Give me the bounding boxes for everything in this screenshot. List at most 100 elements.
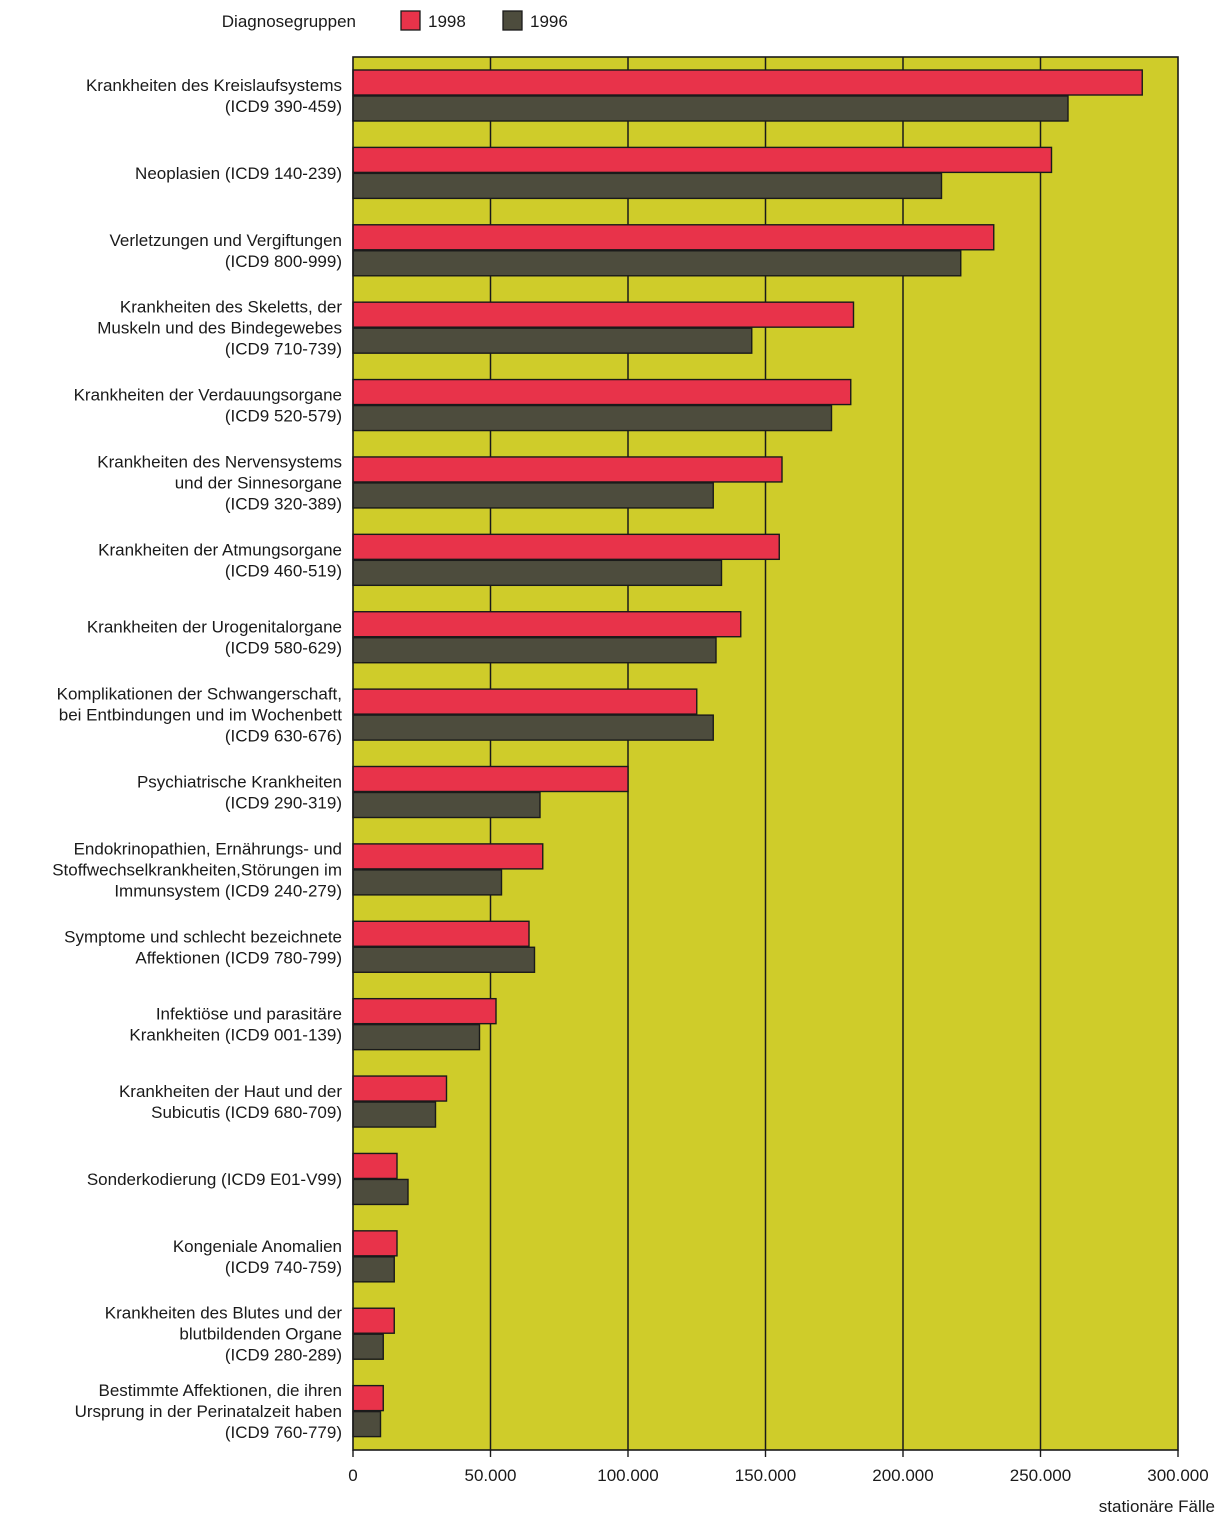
- bar-1996-5: [352, 482, 714, 509]
- x-tick-label: 0: [348, 1466, 357, 1485]
- bar-1998-10: [352, 843, 544, 870]
- category-labels: Krankheiten des Kreislaufsystems (ICD9 39…: [52, 76, 342, 1442]
- bar-1996-6: [352, 559, 723, 587]
- bar-1996-9: [352, 791, 541, 819]
- bar-1998-7: [352, 611, 742, 638]
- category-label-line: Symptome und schlecht bezeichnete: [64, 927, 342, 946]
- category-label-4: Krankheiten der Verdauungsorgane (ICD9 52…: [74, 386, 342, 426]
- category-label-line: (ICD9 760-779): [225, 1423, 342, 1442]
- category-label-line: Komplikationen der Schwangerschaft,: [57, 685, 342, 704]
- category-label-line: Krankheiten des Kreislaufsystems: [86, 76, 342, 95]
- bar-1996-14: [352, 1178, 409, 1206]
- bar-1998-0: [352, 69, 1143, 96]
- category-label-10: Endokrinopathien, Ernährungs- und Stoffwe…: [52, 839, 342, 900]
- category-label-line: Krankheiten (ICD9 001-139): [129, 1026, 342, 1045]
- category-label-line: Bestimmte Affektionen, die ihren: [99, 1381, 343, 1400]
- category-label-line: Krankheiten der Urogenitalorgane: [87, 618, 342, 637]
- bar-1998-1: [352, 146, 1053, 174]
- bar-1996-17: [352, 1410, 382, 1438]
- category-label-line: Krankheiten des Nervensystems: [97, 452, 342, 471]
- bar-1998-2: [352, 224, 995, 251]
- category-label-line: (ICD9 390-459): [225, 97, 342, 116]
- bar-1996-7: [352, 637, 717, 664]
- category-label-line: (ICD9 740-759): [225, 1258, 342, 1277]
- x-tick-label: 50.000: [465, 1466, 517, 1485]
- category-label-line: (ICD9 800-999): [225, 252, 342, 271]
- category-label-line: (ICD9 580-629): [225, 639, 342, 658]
- category-label-line: (ICD9 710-739): [225, 340, 342, 359]
- bar-1998-17: [352, 1384, 384, 1412]
- category-label-line: Muskeln und des Bindegewebes: [97, 319, 342, 338]
- category-label-6: Krankheiten der Atmungsorgane (ICD9 460-5…: [98, 540, 342, 580]
- bar-1998-3: [352, 301, 855, 328]
- x-tick-label: 200.000: [872, 1466, 933, 1485]
- category-label-7: Krankheiten der Urogenitalorgane (ICD9 58…: [87, 618, 342, 658]
- bar-1996-8: [352, 714, 714, 741]
- x-tick-label: 300.000: [1147, 1466, 1208, 1485]
- category-label-line: (ICD9 630-676): [225, 727, 342, 746]
- category-label-line: (ICD9 320-389): [225, 494, 342, 513]
- category-label-line: (ICD9 520-579): [225, 407, 342, 426]
- category-label-line: Krankheiten der Haut und der: [119, 1082, 342, 1101]
- category-label-line: Neoplasien (ICD9 140-239): [135, 164, 342, 183]
- category-label-11: Symptome und schlecht bezeichnete Affekti…: [64, 927, 342, 967]
- bar-1996-1: [352, 172, 943, 200]
- bar-1996-11: [352, 946, 536, 973]
- bar-1998-5: [352, 456, 783, 483]
- category-label-line: blutbildenden Organe: [179, 1325, 342, 1344]
- category-label-17: Bestimmte Affektionen, die ihren Ursprung…: [75, 1381, 342, 1442]
- category-label-line: (ICD9 290-319): [225, 794, 342, 813]
- legend-swatch-1998: [400, 10, 421, 31]
- category-label-line: Immunsystem (ICD9 240-279): [114, 881, 342, 900]
- gridlines: [489, 57, 1042, 1450]
- category-label-13: Krankheiten der Haut und der Subicutis (I…: [119, 1082, 342, 1122]
- bar-1998-11: [352, 920, 530, 947]
- bar-1996-15: [352, 1256, 395, 1283]
- bar-1998-13: [352, 1075, 448, 1102]
- bar-1998-12: [352, 997, 497, 1025]
- category-label-0: Krankheiten des Kreislaufsystems (ICD9 39…: [86, 76, 342, 116]
- category-label-line: Affektionen (ICD9 780-799): [135, 948, 342, 967]
- x-axis-label: stationäre Fälle: [1099, 1497, 1215, 1516]
- category-label-line: Endokrinopathien, Ernährungs- und: [74, 839, 342, 858]
- category-label-16: Krankheiten des Blutes und der blutbilden…: [105, 1304, 343, 1365]
- category-label-5: Krankheiten des Nervensystems und der Sin…: [97, 452, 342, 513]
- legend: Diagnosegruppen 1998 1996: [222, 10, 568, 31]
- category-label-8: Komplikationen der Schwangerschaft, bei E…: [57, 685, 343, 746]
- bar-1998-8: [352, 688, 698, 715]
- category-label-line: Stoffwechselkrankheiten,Störungen im: [52, 860, 342, 879]
- category-label-line: und der Sinnesorgane: [175, 473, 342, 492]
- bar-1998-15: [352, 1230, 398, 1257]
- bar-1996-10: [352, 869, 503, 896]
- category-label-line: (ICD9 280-289): [225, 1346, 342, 1365]
- bar-1996-2: [352, 250, 962, 277]
- category-label-line: Ursprung in der Perinatalzeit haben: [75, 1402, 342, 1421]
- legend-swatch-1996: [502, 10, 523, 31]
- x-tick-label: 150.000: [735, 1466, 796, 1485]
- bar-1998-4: [352, 378, 852, 406]
- category-label-line: Sonderkodierung (ICD9 E01-V99): [87, 1170, 342, 1189]
- category-label-line: Krankheiten des Skeletts, der: [120, 298, 342, 317]
- category-label-9: Psychiatrische Krankheiten (ICD9 290-319): [137, 773, 342, 813]
- category-label-14: Sonderkodierung (ICD9 E01-V99): [87, 1170, 342, 1189]
- legend-label-1996: 1996: [530, 12, 568, 31]
- category-label-3: Krankheiten des Skeletts, der Muskeln und…: [97, 298, 342, 359]
- bar-1996-16: [352, 1333, 384, 1360]
- category-label-1: Neoplasien (ICD9 140-239): [135, 164, 342, 183]
- bar-1998-6: [352, 533, 780, 561]
- bars: [352, 69, 1143, 1438]
- category-label-15: Kongeniale Anomalien (ICD9 740-759): [173, 1237, 342, 1277]
- category-label-line: (ICD9 460-519): [225, 561, 342, 580]
- bar-1996-4: [352, 404, 833, 432]
- bar-1998-9: [352, 765, 629, 793]
- legend-label-1998: 1998: [428, 12, 466, 31]
- bar-1998-16: [352, 1307, 395, 1334]
- x-tick-label: 250.000: [1010, 1466, 1071, 1485]
- category-label-line: Krankheiten der Verdauungsorgane: [74, 386, 342, 405]
- category-label-line: Verletzungen und Vergiftungen: [109, 231, 342, 250]
- category-label-line: Krankheiten des Blutes und der: [105, 1304, 343, 1323]
- x-tick-label: 100.000: [597, 1466, 658, 1485]
- category-label-12: Infektiöse und parasitäre Krankheiten (IC…: [129, 1005, 342, 1045]
- category-label-line: Kongeniale Anomalien: [173, 1237, 342, 1256]
